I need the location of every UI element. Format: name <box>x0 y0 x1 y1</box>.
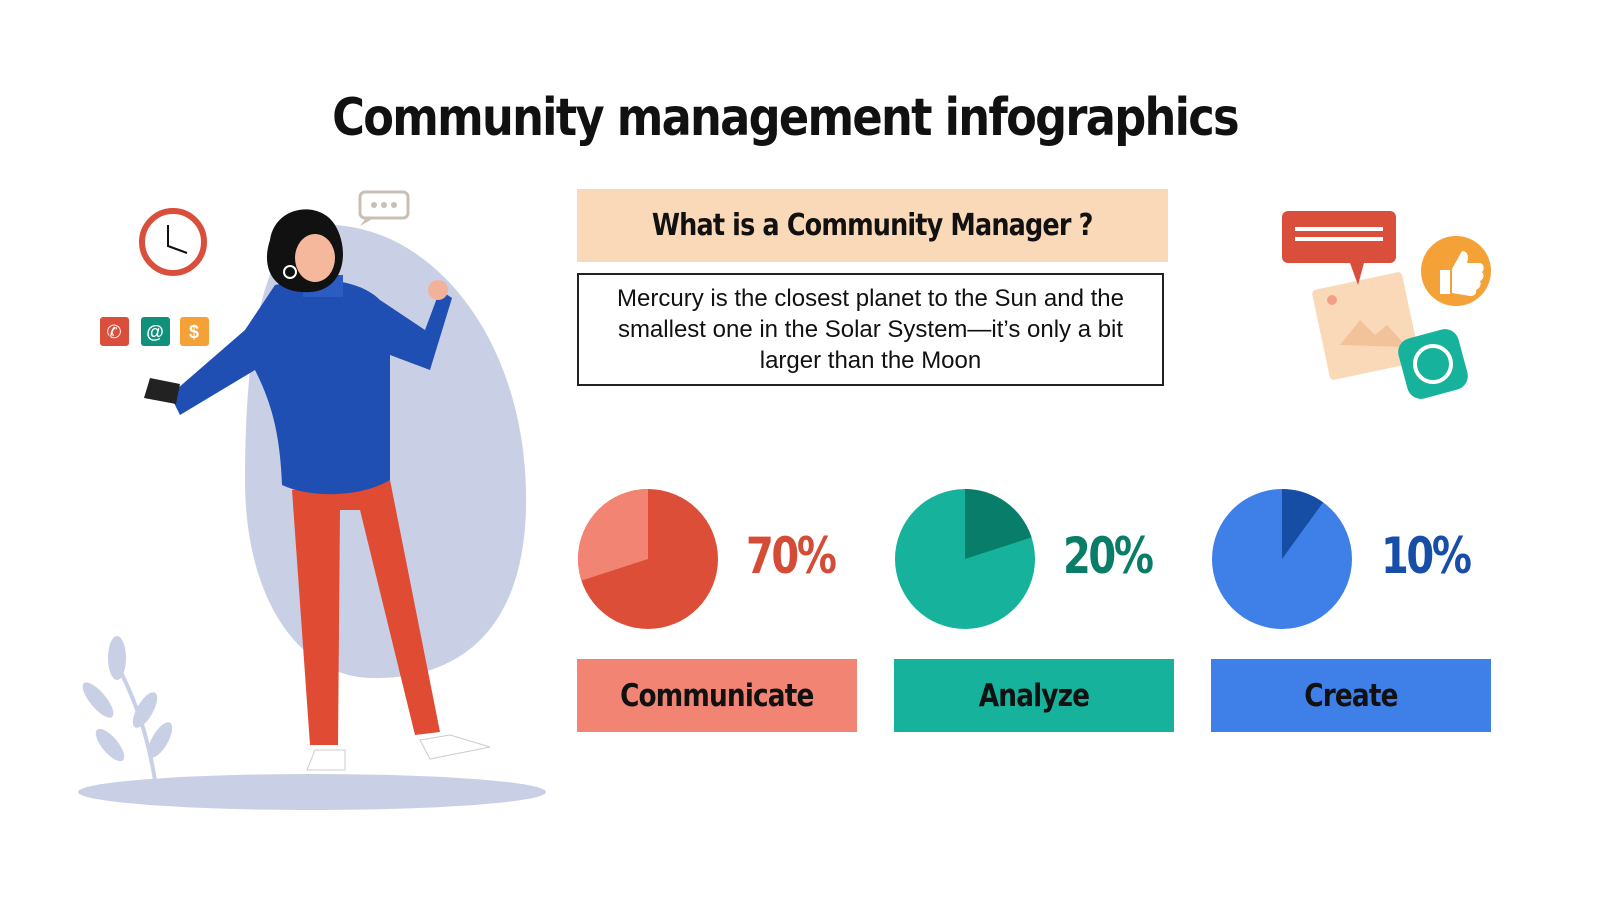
pie-chart-communicate <box>578 489 718 629</box>
percent-analyze: 20% <box>1063 527 1154 585</box>
whatsapp-icon <box>1398 329 1468 399</box>
pie-slice <box>965 489 1032 559</box>
label-analyze: Analyze <box>978 677 1090 714</box>
clock-icon <box>139 208 207 276</box>
label-box-analyze: Analyze <box>894 659 1174 732</box>
image-post-icon <box>1312 272 1420 380</box>
social-media-illustration <box>1282 211 1491 399</box>
svg-text:✆: ✆ <box>106 322 121 342</box>
plant-icon <box>82 636 173 781</box>
pie-chart-analyze <box>895 489 1035 629</box>
percent-communicate: 70% <box>746 527 837 585</box>
pie-chart-create <box>1212 489 1352 629</box>
pie-slice <box>1282 489 1324 559</box>
pie-slice <box>578 489 648 581</box>
label-box-create: Create <box>1211 659 1491 732</box>
chat-bubble-icon <box>358 190 410 226</box>
page-title: Community management infographics <box>332 88 1240 148</box>
description-box: Mercury is the closest planet to the Sun… <box>577 273 1164 386</box>
message-icon <box>1282 211 1396 285</box>
phone-icon: ✆ <box>100 317 129 346</box>
label-create: Create <box>1304 677 1398 714</box>
label-box-communicate: Communicate <box>577 659 857 732</box>
svg-text:$: $ <box>189 322 199 342</box>
thumbs-up-icon <box>1421 236 1491 306</box>
percent-create: 10% <box>1381 527 1472 585</box>
at-icon: @ <box>141 317 170 346</box>
question-text: What is a Community Manager ? <box>652 208 1093 243</box>
svg-text:@: @ <box>146 322 164 342</box>
dollar-icon: $ <box>180 317 209 346</box>
woman-illustration: ✆ @ $ <box>78 190 546 810</box>
label-communicate: Communicate <box>620 677 814 714</box>
question-box: What is a Community Manager ? <box>577 189 1168 262</box>
